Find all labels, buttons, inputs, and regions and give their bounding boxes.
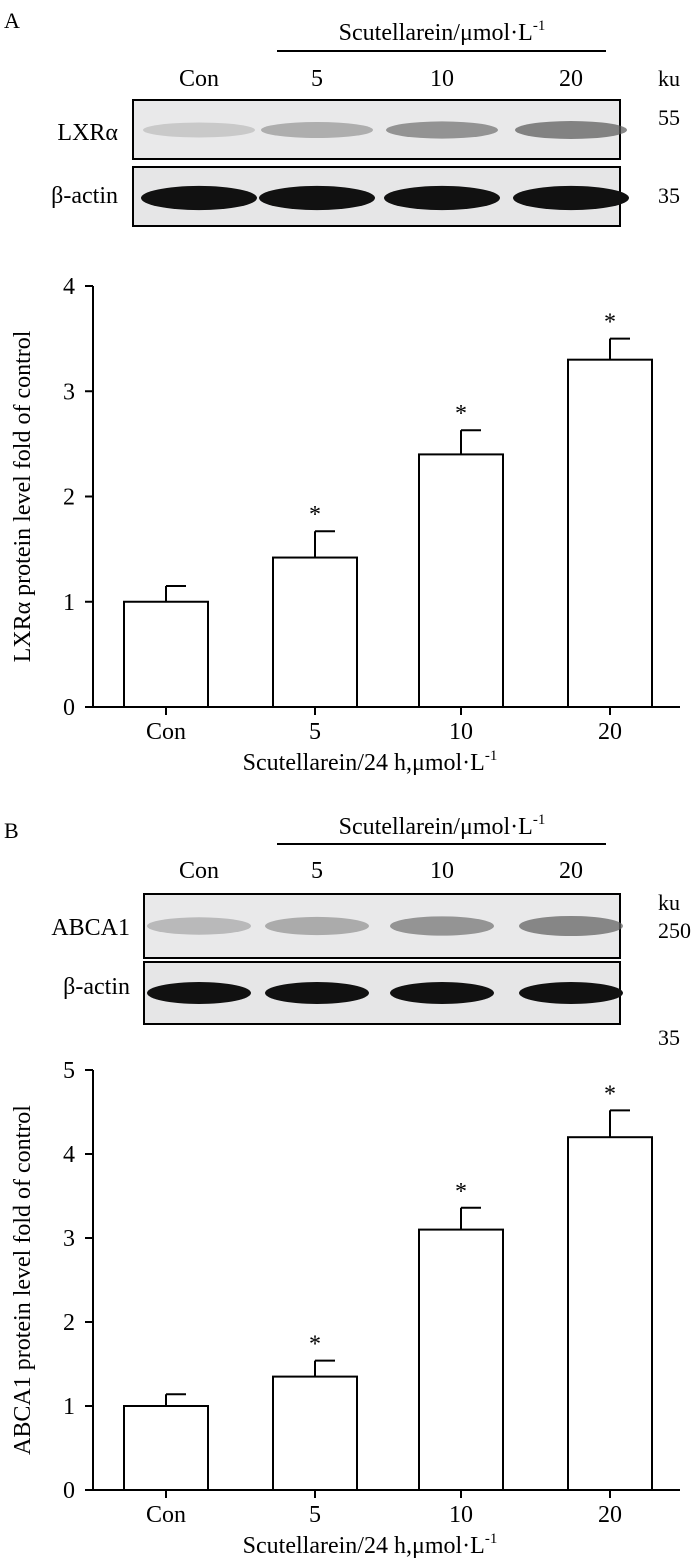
x-tick-label: 20 <box>598 719 622 745</box>
x-tick-label: 10 <box>449 1502 473 1528</box>
blot-a-lane-label: 10 <box>430 66 454 92</box>
blot-a-bands-actin <box>141 185 629 211</box>
blot-band <box>519 915 623 937</box>
blot-band <box>513 185 629 211</box>
chart-a: 0 1 2 3 4 Con * 5 * 10 * 20 Scutellarein/24 h,μmol·L… <box>10 274 680 776</box>
chart-b: 0 1 2 3 4 5 Con * 5 * 10 * 20 Scutellarein/24 h,μmol·… <box>10 1058 680 1559</box>
blot-b-row-label: β-actin <box>63 974 130 1000</box>
y-tick-label: 0 <box>63 695 75 721</box>
y-tick-label: 3 <box>63 379 75 405</box>
y-tick-label: 0 <box>63 1478 75 1504</box>
panel-a-letter: A <box>4 8 20 33</box>
bar <box>567 358 653 708</box>
significance-marker: * <box>455 1179 467 1205</box>
bar <box>418 1228 504 1491</box>
blot-band <box>386 121 498 139</box>
blot-b-lane-label: 20 <box>559 858 583 884</box>
blot-band <box>384 185 500 211</box>
blot-band <box>390 982 494 1004</box>
blot-band <box>147 982 251 1004</box>
blot-a-row-label: β-actin <box>51 183 118 209</box>
significance-marker: * <box>309 502 321 528</box>
x-tick-label: 5 <box>309 719 321 745</box>
bar <box>418 453 504 708</box>
significance-marker: * <box>604 1081 616 1107</box>
x-tick-label: Con <box>146 719 186 745</box>
y-tick-label: 1 <box>63 590 75 616</box>
blot-band <box>515 121 627 139</box>
blot-band <box>519 982 623 1004</box>
blot-a-bands-lxra <box>143 121 627 139</box>
x-tick-label: Con <box>146 1502 186 1528</box>
panel-a: A Scutellarein/μmol·L-1 Con 5 10 20 ku L… <box>4 8 680 776</box>
y-tick-label: 4 <box>63 1142 75 1168</box>
x-tick-label: 10 <box>449 719 473 745</box>
y-tick-label: 3 <box>63 1226 75 1252</box>
blot-band <box>390 916 494 936</box>
blot-b-bands-actin <box>147 982 623 1004</box>
x-axis-title: Scutellarein/24 h,μmol·L-1 <box>243 748 498 776</box>
blot-b-mw: 35 <box>658 1025 680 1050</box>
y-tick-label: 2 <box>63 485 75 511</box>
blot-band <box>261 121 373 139</box>
y-tick-label: 1 <box>63 1394 75 1420</box>
blot-b-lane-label: Con <box>179 858 219 884</box>
blot-a-unit: ku <box>658 66 680 91</box>
blot-band <box>265 982 369 1004</box>
bar <box>272 556 358 708</box>
panel-b: B Scutellarein/μmol·L-1 Con 5 10 20 ku A… <box>4 812 691 1559</box>
significance-marker: * <box>455 401 467 427</box>
blot-band <box>259 185 375 211</box>
blot-b-lane-label: 10 <box>430 858 454 884</box>
blot-b-row-label: ABCA1 <box>51 915 130 941</box>
blot-a-lane-label: Con <box>179 66 219 92</box>
y-tick-label: 5 <box>63 1058 75 1084</box>
y-axis-title: LXRα protein level fold of control <box>10 330 36 662</box>
x-tick-label: 5 <box>309 1502 321 1528</box>
blot-a-lane-label: 20 <box>559 66 583 92</box>
blot-b-mw: 250 <box>658 918 691 943</box>
blot-a-lane-label: 5 <box>311 66 323 92</box>
blot-b-bands-abca1 <box>147 915 623 937</box>
panel-b-letter: B <box>4 818 19 843</box>
y-tick-label: 4 <box>63 274 75 300</box>
bar <box>123 600 209 708</box>
blot-a-treatment-label: Scutellarein/μmol·L-1 <box>339 18 546 46</box>
significance-marker: * <box>604 310 616 336</box>
blot-b-unit: ku <box>658 890 680 915</box>
significance-marker: * <box>309 1332 321 1358</box>
blot-band <box>147 917 251 935</box>
blot-b-lane-label: 5 <box>311 858 323 884</box>
blot-a-row-label: LXRα <box>57 120 118 146</box>
y-axis-title: ABCA1 protein level fold of control <box>10 1105 36 1455</box>
y-tick-label: 2 <box>63 1310 75 1336</box>
blot-band <box>141 185 257 211</box>
bar <box>272 1375 358 1491</box>
blot-a-mw: 35 <box>658 183 680 208</box>
x-tick-label: 20 <box>598 1502 622 1528</box>
blot-b-treatment-label: Scutellarein/μmol·L-1 <box>339 812 546 840</box>
blot-band <box>265 916 369 936</box>
x-axis-title: Scutellarein/24 h,μmol·L-1 <box>243 1531 498 1559</box>
blot-band <box>143 122 255 138</box>
blot-a-mw: 55 <box>658 105 680 130</box>
bar <box>567 1136 653 1491</box>
bar <box>123 1405 209 1491</box>
